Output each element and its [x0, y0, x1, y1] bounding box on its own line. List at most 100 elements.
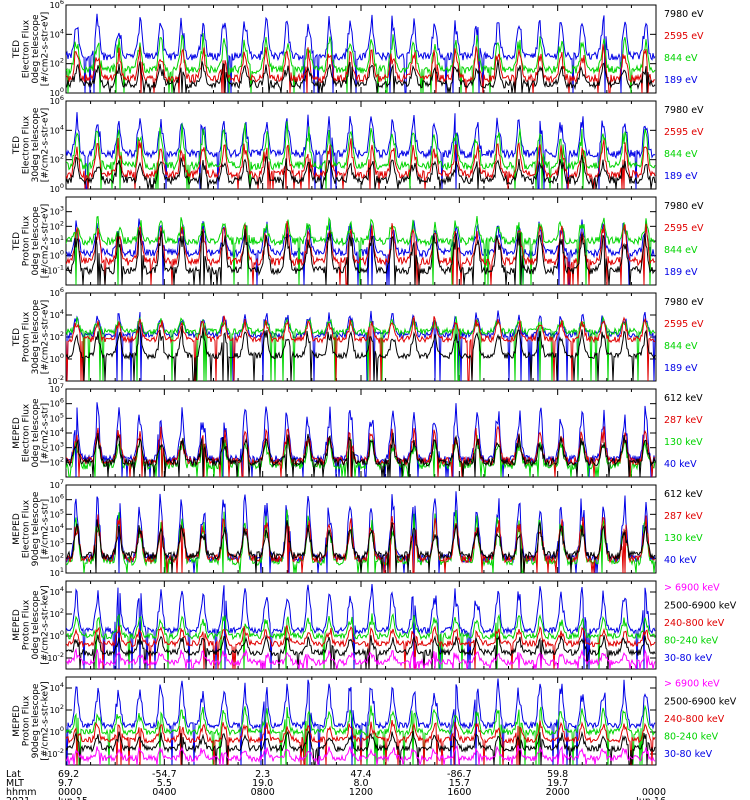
- x-tick-mlt: 8.0: [353, 778, 368, 789]
- y-tick-label: 107: [50, 382, 64, 394]
- x-tick-hhmm: 1200: [349, 787, 373, 798]
- y-tick-label: 100: [50, 182, 64, 194]
- trace-group: [66, 112, 656, 189]
- series-trace-7980-ev: [66, 228, 656, 285]
- y-tick-label: 102: [50, 330, 64, 342]
- y-tick-label: 100: [50, 725, 64, 737]
- x-tick-mlt: 15.7: [449, 778, 470, 789]
- series-trace-844-ev: [66, 33, 656, 93]
- x-tick-mlt: 19.0: [252, 778, 273, 789]
- y-tick-label: 106: [50, 493, 64, 505]
- series-trace-2500-6900-kev: [66, 729, 656, 765]
- series-trace-189-ev: [66, 13, 656, 93]
- x-tick-hhmm: 0800: [251, 787, 275, 798]
- x-axis-annotation: LatMLThhmm202169.29.70000Jun 15-54.75.50…: [6, 769, 666, 800]
- x-tick-date: Jun 16: [635, 796, 666, 800]
- panel-ylabel: TEDElectron Flux30deg telescope[#/cm2-s-…: [12, 107, 51, 182]
- legend-entry: 40 keV: [664, 555, 697, 566]
- x-tick-hhmm: 0000: [642, 787, 666, 798]
- legend-entry: 612 keV: [664, 489, 703, 500]
- legend-entry: 7980 eV: [664, 297, 704, 308]
- legend-entry: 80-240 keV: [664, 731, 719, 742]
- y-tick-label: 10-2: [47, 374, 64, 386]
- series-trace--6900-kev: [66, 647, 656, 669]
- legend-entry: 2595 eV: [664, 223, 704, 234]
- y-tick-label: 104: [50, 308, 64, 320]
- y-tick-label: 102: [50, 703, 64, 715]
- legend-entry: 287 keV: [664, 511, 703, 522]
- x-tick-lat: 69.2: [58, 769, 79, 780]
- y-tick-label: 102: [50, 455, 64, 467]
- legend-entry: 130 keV: [664, 533, 703, 544]
- legend-entry: 2595 eV: [664, 319, 704, 330]
- legend-entry: 189 eV: [664, 171, 698, 182]
- y-tick-label: 102: [50, 219, 64, 231]
- x-tick-hhmm: 2000: [546, 787, 570, 798]
- y-tick-label: 10-2: [47, 747, 64, 759]
- y-tick-label: 102: [50, 607, 64, 619]
- series-trace-189-ev: [66, 112, 656, 189]
- trace-group: [66, 678, 656, 765]
- legend-entry: 240-800 keV: [664, 618, 725, 629]
- y-tick-label: 105: [50, 411, 64, 423]
- y-tick-label: 102: [50, 57, 64, 69]
- x-tick-date: Jun 15: [57, 796, 88, 800]
- legend-entry: 30-80 keV: [664, 653, 713, 664]
- legend-entry: 7980 eV: [664, 201, 704, 212]
- x-tick-lat: 47.4: [350, 769, 371, 780]
- x-tick-lat: 59.8: [547, 769, 568, 780]
- series-trace-80-240-kev: [66, 612, 656, 669]
- y-tick-label: 103: [50, 441, 64, 453]
- y-tick-label: 104: [50, 585, 64, 597]
- y-tick-label: 100: [50, 249, 64, 261]
- y-tick-label: 100: [50, 352, 64, 364]
- y-tick-label: 100: [50, 629, 64, 641]
- legend-entry: 287 keV: [664, 415, 703, 426]
- legend-entry: 189 eV: [664, 267, 698, 278]
- series-trace-2595-ev: [66, 315, 656, 381]
- legend-entry: 844 eV: [664, 53, 698, 64]
- series-trace-7980-ev: [66, 155, 656, 189]
- x-tick-hhmm: 0000: [58, 787, 82, 798]
- legend-entry: 2595 eV: [664, 31, 704, 42]
- x-tick-mlt: 9.7: [58, 778, 73, 789]
- series-trace-2595-ev: [66, 221, 656, 285]
- panel-ylabel: MEPEDElectron Flux90deg telescope[#/cm2-…: [12, 491, 51, 566]
- series-trace-189-ev: [66, 310, 656, 381]
- series-trace-844-ev: [66, 121, 656, 189]
- y-tick-label: 104: [50, 123, 64, 135]
- panel-5: 102 103 104 105 106 107 MEPEDElectron Flux0deg…: [12, 382, 703, 478]
- y-tick-label: 106: [50, 94, 64, 106]
- series-trace-2595-ev: [66, 44, 656, 93]
- legend-entry: 80-240 keV: [664, 635, 719, 646]
- trace-group: [66, 215, 656, 285]
- legend-entry: 2595 eV: [664, 127, 704, 138]
- series-trace-40-kev: [66, 402, 656, 477]
- series-trace-7980-ev: [66, 325, 656, 381]
- panel-ylabel: TEDElectron Flux0deg telescope[#/cm2-s-s…: [12, 12, 51, 87]
- y-tick-label: 102: [50, 551, 64, 563]
- y-tick-label: 101: [50, 234, 64, 246]
- legend-entry: 189 eV: [664, 363, 698, 374]
- y-tick-label: 102: [50, 153, 64, 165]
- panel-ylabel: MEPEDProton Flux0deg telescope[#/cm2-s-s…: [12, 585, 51, 664]
- series-trace-2595-ev: [66, 137, 656, 189]
- x-tick-lat: -54.7: [152, 769, 177, 780]
- legend-entry: 30-80 keV: [664, 749, 713, 760]
- legend-entry: 7980 eV: [664, 105, 704, 116]
- x-row-label: MLT: [6, 778, 24, 789]
- legend-entry: 40 keV: [664, 459, 697, 470]
- legend-entry: > 6900 keV: [664, 583, 720, 594]
- legend-entry: 612 keV: [664, 393, 703, 404]
- x-tick-hhmm: 1600: [447, 787, 471, 798]
- trace-group: [66, 584, 656, 669]
- series-trace-80-240-kev: [66, 704, 656, 765]
- panel-1: 100 102 104 106 TEDElectron Flux0deg telesco…: [12, 0, 704, 98]
- panel-ylabel: TEDProton Flux0deg telescope[#/cm2-s-str…: [12, 204, 51, 279]
- x-row-label: Lat: [6, 769, 21, 780]
- series-trace-2500-6900-kev: [66, 634, 656, 669]
